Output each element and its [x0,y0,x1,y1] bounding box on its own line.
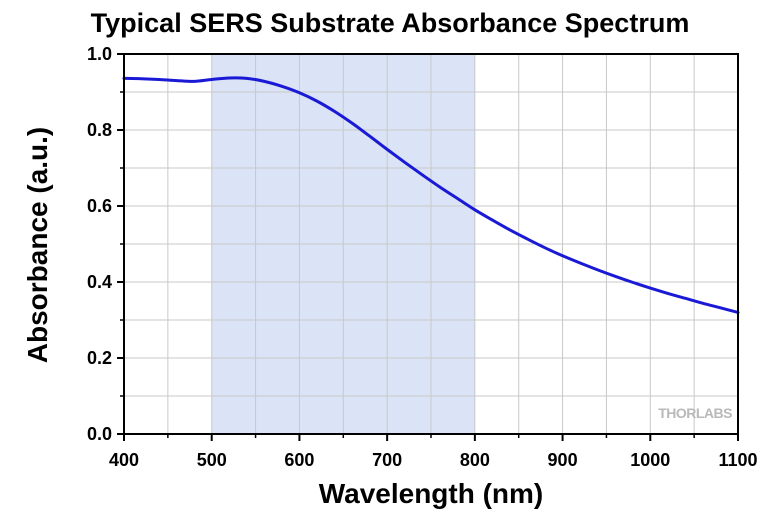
absorbance-series-line [122,76,740,314]
y-tick-label: 0.2 [87,348,112,368]
x-tick-label: 500 [197,450,227,470]
y-axis-label: Absorbance (a.u.) [22,127,53,363]
plot-area: THORLABS [122,53,740,435]
chart-title: Typical SERS Substrate Absorbance Spectr… [91,8,690,38]
x-axis-label: Wavelength (nm) [319,478,544,509]
thorlabs-logo: THORLABS [658,405,732,421]
y-tick-label: 0.4 [87,272,112,292]
x-tick-label: 1000 [630,450,670,470]
y-axis-ticks: 0.0 0.2 0.4 0.6 0.8 1.0 [87,44,124,444]
y-tick-label: 0.8 [87,120,112,140]
x-tick-label: 600 [284,450,314,470]
y-tick-label: 1.0 [87,44,112,64]
horizontal-gridlines [124,91,738,397]
x-tick-label: 800 [460,450,490,470]
y-tick-label: 0.0 [87,424,112,444]
x-axis-ticks: 400 500 600 700 800 900 1000 1100 [109,434,758,470]
y-tick-label: 0.6 [87,196,112,216]
x-tick-label: 700 [372,450,402,470]
x-tick-label: 900 [548,450,578,470]
x-tick-label: 400 [109,450,139,470]
x-tick-label: 1100 [718,450,757,470]
